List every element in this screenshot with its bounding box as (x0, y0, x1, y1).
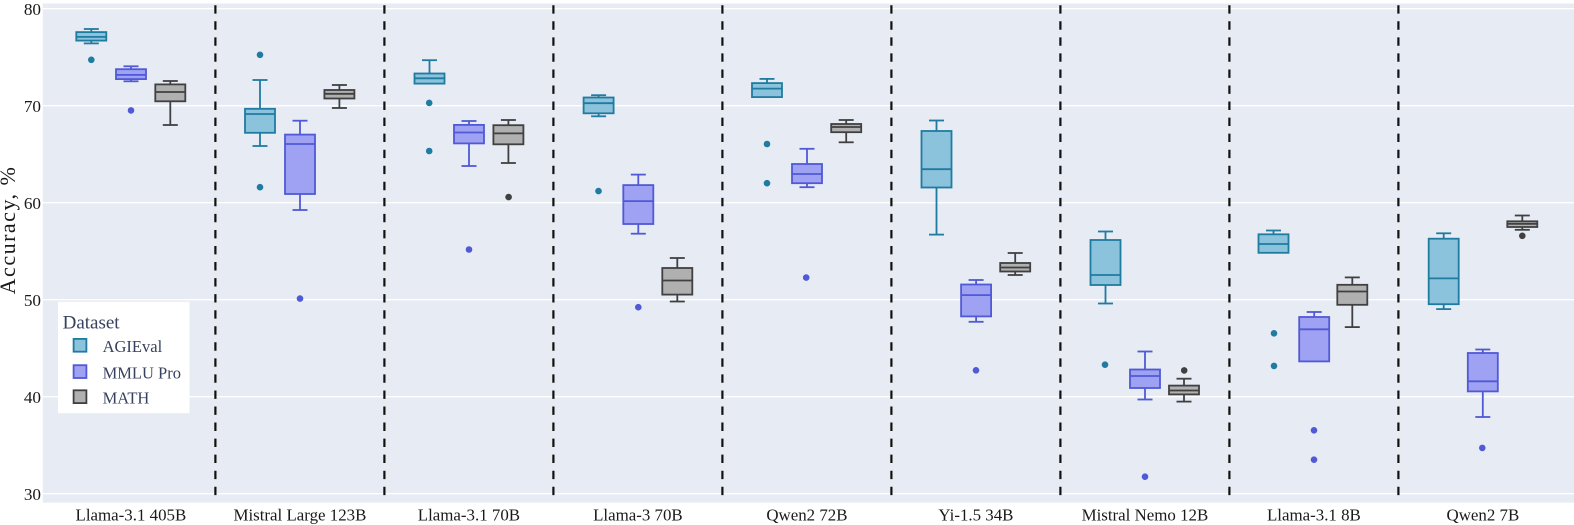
svg-text:70: 70 (24, 97, 41, 116)
svg-text:AGIEval: AGIEval (103, 337, 163, 356)
svg-text:80: 80 (24, 0, 41, 19)
svg-text:Accuracy, %: Accuracy, % (0, 166, 20, 295)
svg-text:50: 50 (24, 291, 41, 310)
svg-text:Mistral Large 123B: Mistral Large 123B (233, 505, 366, 524)
svg-text:Qwen2 7B: Qwen2 7B (1447, 505, 1520, 524)
svg-text:MMLU Pro: MMLU Pro (103, 363, 181, 382)
svg-text:Mistral Nemo 12B: Mistral Nemo 12B (1082, 505, 1209, 524)
svg-text:40: 40 (24, 388, 41, 407)
svg-text:Dataset: Dataset (63, 313, 121, 334)
svg-text:60: 60 (24, 194, 41, 213)
svg-text:Llama-3 70B: Llama-3 70B (593, 505, 683, 524)
svg-text:Llama-3.1 70B: Llama-3.1 70B (418, 505, 520, 524)
svg-text:Qwen2 72B: Qwen2 72B (766, 505, 847, 524)
svg-text:Yi-1.5 34B: Yi-1.5 34B (938, 505, 1013, 524)
svg-text:Llama-3.1 8B: Llama-3.1 8B (1267, 505, 1361, 524)
svg-text:30: 30 (24, 485, 41, 504)
svg-text:MATH: MATH (103, 389, 150, 408)
svg-text:Llama-3.1 405B: Llama-3.1 405B (76, 505, 187, 524)
